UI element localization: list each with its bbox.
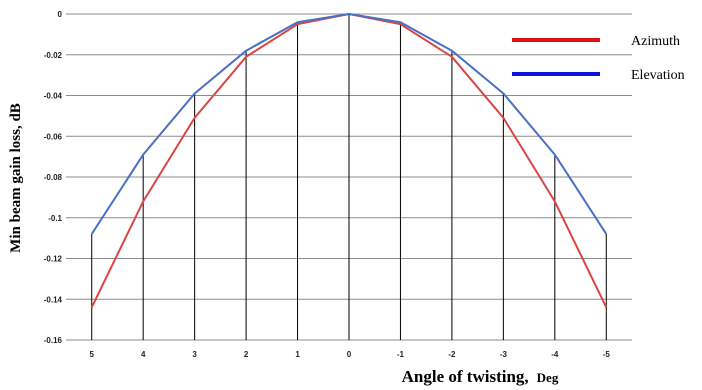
x-tick-label-6: -1 <box>397 350 405 359</box>
legend-item-elevation: Elevation <box>512 68 685 83</box>
y-axis-ticks: 0 -0.02 -0.04 -0.06 -0.08 -0.1 -0.12 -0.14 -0.16 <box>44 10 63 345</box>
y-tick-label-5: -0.1 <box>48 214 62 223</box>
x-axis-ticks: 5 4 3 2 1 0 -1 -2 -3 -4 -5 <box>90 350 611 359</box>
y-tick-label-7: -0.14 <box>44 295 63 304</box>
series-line-elevation <box>90 13 608 235</box>
x-tick-label-10: -5 <box>603 350 611 359</box>
drop-lines <box>91 14 607 340</box>
legend-label-elevation: Elevation <box>631 68 685 83</box>
x-tick-label-5: 0 <box>347 350 352 359</box>
y-axis-title: Min beam gain loss, dB <box>8 103 24 253</box>
x-tick-label-4: 1 <box>295 350 300 359</box>
legend-item-azimuth: Azimuth <box>512 34 680 49</box>
x-tick-label-3: 2 <box>244 350 249 359</box>
y-tick-label-0: 0 <box>58 10 63 19</box>
x-tick-label-8: -3 <box>500 350 508 359</box>
y-tick-label-3: -0.06 <box>44 132 63 141</box>
y-tick-label-8: -0.16 <box>44 336 63 345</box>
x-axis-title: Angle of twisting, Deg <box>402 367 559 386</box>
y-tick-label-4: -0.08 <box>44 173 63 182</box>
x-tick-label-7: -2 <box>448 350 456 359</box>
series-lines <box>90 13 608 308</box>
legend-label-azimuth: Azimuth <box>631 34 680 49</box>
x-axis-title-unit: Deg <box>537 370 559 385</box>
y-tick-label-1: -0.02 <box>44 51 63 60</box>
x-tick-label-0: 5 <box>90 350 95 359</box>
y-tick-label-6: -0.12 <box>44 255 63 264</box>
y-tick-label-2: -0.04 <box>44 92 63 101</box>
x-tick-label-9: -4 <box>551 350 559 359</box>
x-axis-title-main: Angle of twisting, <box>402 367 529 386</box>
x-tick-label-1: 4 <box>141 350 146 359</box>
x-tick-label-2: 3 <box>192 350 197 359</box>
legend: Azimuth Elevation <box>512 34 685 83</box>
